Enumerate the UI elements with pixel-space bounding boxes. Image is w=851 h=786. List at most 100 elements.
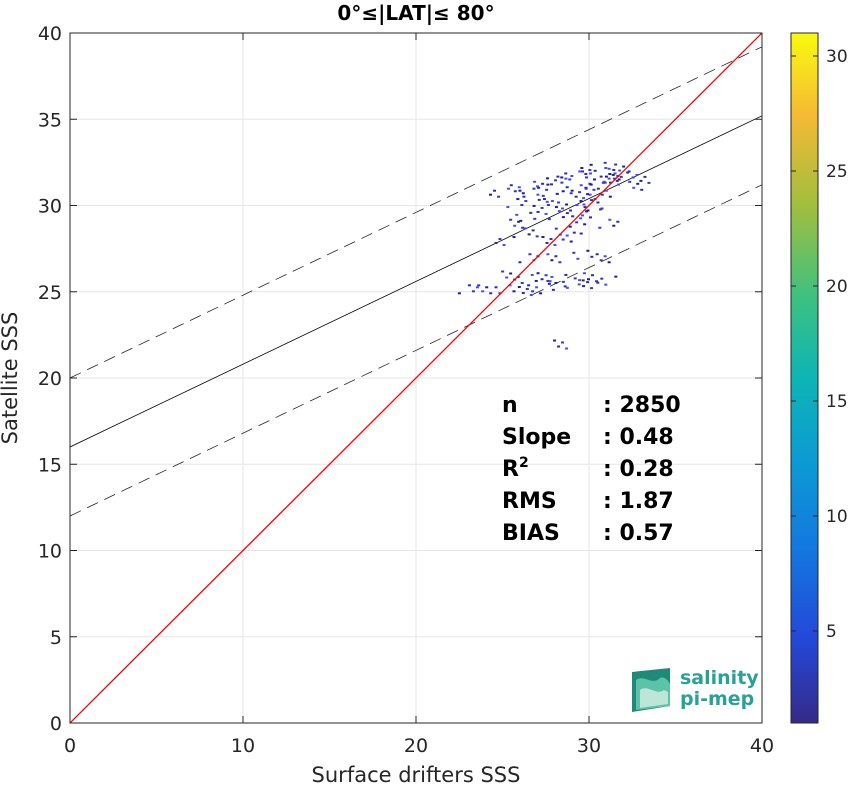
density-point [517,220,521,223]
density-point [533,217,537,220]
density-point [635,173,639,176]
density-point [544,274,548,277]
colorbar-tick-label: 30 [826,47,848,67]
density-point [631,176,635,179]
density-point [603,161,607,164]
density-point [593,178,596,181]
density-point [521,226,525,229]
density-point [599,259,603,262]
y-tick-label: 20 [38,368,62,390]
density-point [536,185,540,188]
density-point [574,195,578,198]
density-point [639,179,643,182]
density-point [583,223,587,226]
density-point [619,175,623,178]
density-point [582,203,586,206]
density-point [578,191,582,194]
density-point [530,273,534,276]
density-point [513,224,517,227]
density-point [600,193,604,196]
density-point [540,206,544,209]
density-point [579,232,583,235]
density-point [521,192,525,195]
density-point [614,163,618,166]
stat-value: : 2850 [603,393,681,418]
density-point [557,210,561,213]
density-point [568,178,572,181]
density-point [524,200,528,203]
y-tick-label: 35 [38,109,62,131]
density-point [584,173,588,175]
x-tick-label: 30 [577,735,601,757]
density-point [571,215,575,218]
density-point [457,292,461,295]
density-point [560,176,564,179]
density-point [537,198,541,201]
density-point [603,181,607,184]
density-point [613,172,617,175]
density-point [544,212,548,215]
density-point [477,284,481,287]
density-point [554,179,558,182]
density-point [600,277,604,280]
density-point [558,261,562,264]
y-tick-label: 5 [50,627,62,649]
x-axis-label: Surface drifters SSS [312,763,521,786]
density-point [565,347,569,350]
density-point [550,275,554,278]
density-point [569,240,573,243]
density-point [573,277,577,280]
density-point [550,183,554,186]
density-point [515,213,519,216]
identity-line [70,33,762,723]
y-tick-label: 15 [38,454,62,476]
envelope-line [70,46,762,379]
density-point [497,195,501,198]
density-point [570,189,574,192]
density-point [561,190,565,193]
density-point [572,251,576,254]
density-point [588,169,592,171]
density-point [501,270,505,273]
density-point [564,177,568,180]
density-point [554,281,558,284]
density-points [457,161,651,350]
x-tick-label: 0 [64,735,76,757]
stat-label-sup: 2 [519,455,529,471]
density-point [604,283,608,286]
density-point [535,235,539,238]
density-point [565,186,569,189]
density-point [564,172,568,175]
stat-label: BIAS [502,521,560,546]
density-point [509,272,513,275]
density-point [617,178,621,181]
density-point [561,207,565,210]
density-point [565,203,569,206]
density-point [582,197,586,200]
density-point [489,292,493,295]
density-point [580,167,584,169]
density-point [595,280,598,283]
density-point [565,286,569,289]
density-point [553,339,557,342]
y-tick-label: 25 [38,282,62,304]
density-point [548,280,552,283]
density-point [518,261,522,264]
density-point [508,284,512,287]
y-axis-label: Satellite SSS [0,312,22,445]
density-point [541,182,545,185]
density-point [498,292,502,295]
density-point [612,224,616,227]
density-point [554,227,558,230]
density-point [615,179,619,182]
density-point [520,204,524,207]
density-point [640,188,644,191]
logo-line2: pi-mep [680,688,754,710]
density-point [579,184,583,187]
chart-title: 0°≤|LAT|≤ 80° [337,1,494,25]
density-point [471,290,475,293]
stat-label: Slope [502,425,571,450]
density-point [608,195,612,198]
density-point [590,199,594,202]
